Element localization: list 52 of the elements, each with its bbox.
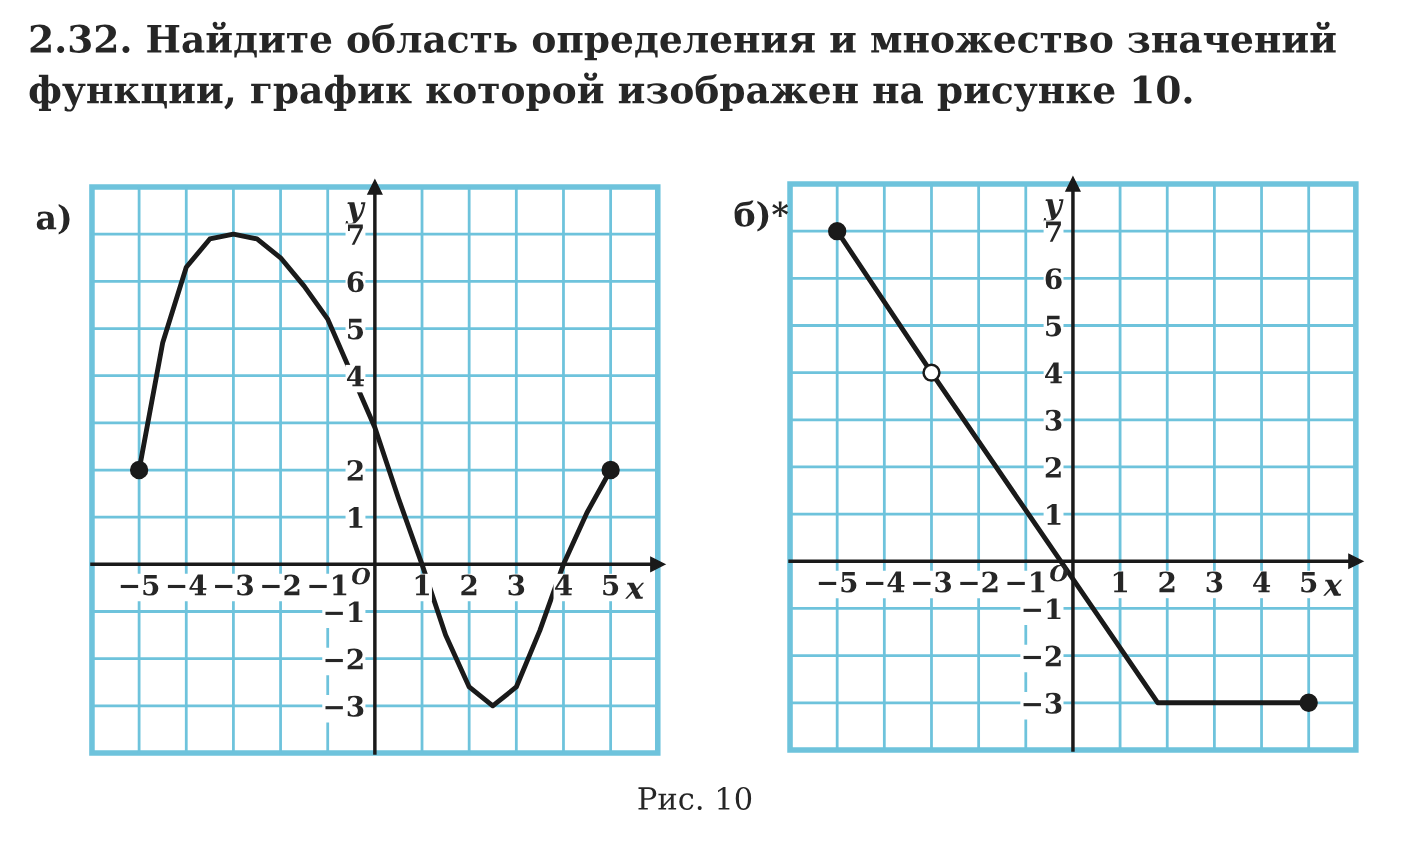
chart-title: а) <box>36 204 70 235</box>
x-axis-title: x <box>1323 579 1343 596</box>
y-tick-label: 4 <box>1045 362 1063 384</box>
y-tick-label: 7 <box>348 224 363 245</box>
y-tick-label: 3 <box>1045 409 1062 431</box>
point <box>1299 693 1318 712</box>
x-tick-label: −3 <box>215 574 253 596</box>
y-tick-label: −1 <box>1023 598 1061 620</box>
y-tick-label: 1 <box>349 507 363 528</box>
x-tick-label: −2 <box>960 571 998 593</box>
x-tick-label: 2 <box>461 574 477 596</box>
y-tick-label: −3 <box>1023 692 1062 714</box>
x-tick-label: −5 <box>818 571 857 593</box>
y-tick-label: −2 <box>325 648 363 670</box>
x-tick-label: −4 <box>167 574 207 596</box>
x-tick-label: 5 <box>1301 571 1317 593</box>
point <box>828 222 847 241</box>
y-tick-label: 5 <box>348 318 364 340</box>
y-tick-label: 5 <box>1046 315 1062 337</box>
x-tick-label: 4 <box>554 574 572 596</box>
y-tick-label: 1 <box>1047 504 1061 525</box>
x-tick-label: 2 <box>1159 571 1175 593</box>
y-tick-label: −3 <box>325 695 364 717</box>
x-tick-label: −3 <box>913 571 952 593</box>
point <box>922 363 941 382</box>
text: Рис. 10 <box>638 786 752 810</box>
y-tick-label: −1 <box>325 601 363 623</box>
y-tick-label: −2 <box>1023 645 1061 667</box>
annotation: O <box>1050 564 1069 582</box>
x-tick-label: 5 <box>603 574 619 596</box>
y-tick-label: 7 <box>1046 221 1061 242</box>
x-axis-title: x <box>625 582 645 599</box>
y-axis-title: y <box>1043 199 1064 222</box>
y-tick-label: 2 <box>347 459 363 481</box>
annotation: O <box>352 567 370 585</box>
y-tick-label: 6 <box>1045 268 1062 290</box>
y-axis-title: y <box>345 202 366 225</box>
x-tick-label: 1 <box>1113 571 1127 593</box>
x-tick-label: 1 <box>415 574 429 596</box>
x-tick-label: 3 <box>508 574 525 596</box>
x-tick-label: −1 <box>309 574 347 596</box>
y-tick-label: 2 <box>1045 456 1061 478</box>
x-tick-label: −2 <box>262 574 300 596</box>
text: 2.32. Найдите область определения и множество значений функции, график которой изображен на рисунке 10. <box>29 21 1336 112</box>
x-tick-label: −1 <box>1007 571 1045 593</box>
x-tick-label: 4 <box>1253 571 1271 593</box>
x-tick-label: −4 <box>865 571 905 593</box>
y-tick-label: 4 <box>346 365 365 387</box>
x-tick-label: 3 <box>1206 571 1223 593</box>
chart-title: б)* <box>734 200 789 232</box>
y-tick-label: 6 <box>347 271 364 293</box>
x-tick-label: −5 <box>120 574 159 596</box>
